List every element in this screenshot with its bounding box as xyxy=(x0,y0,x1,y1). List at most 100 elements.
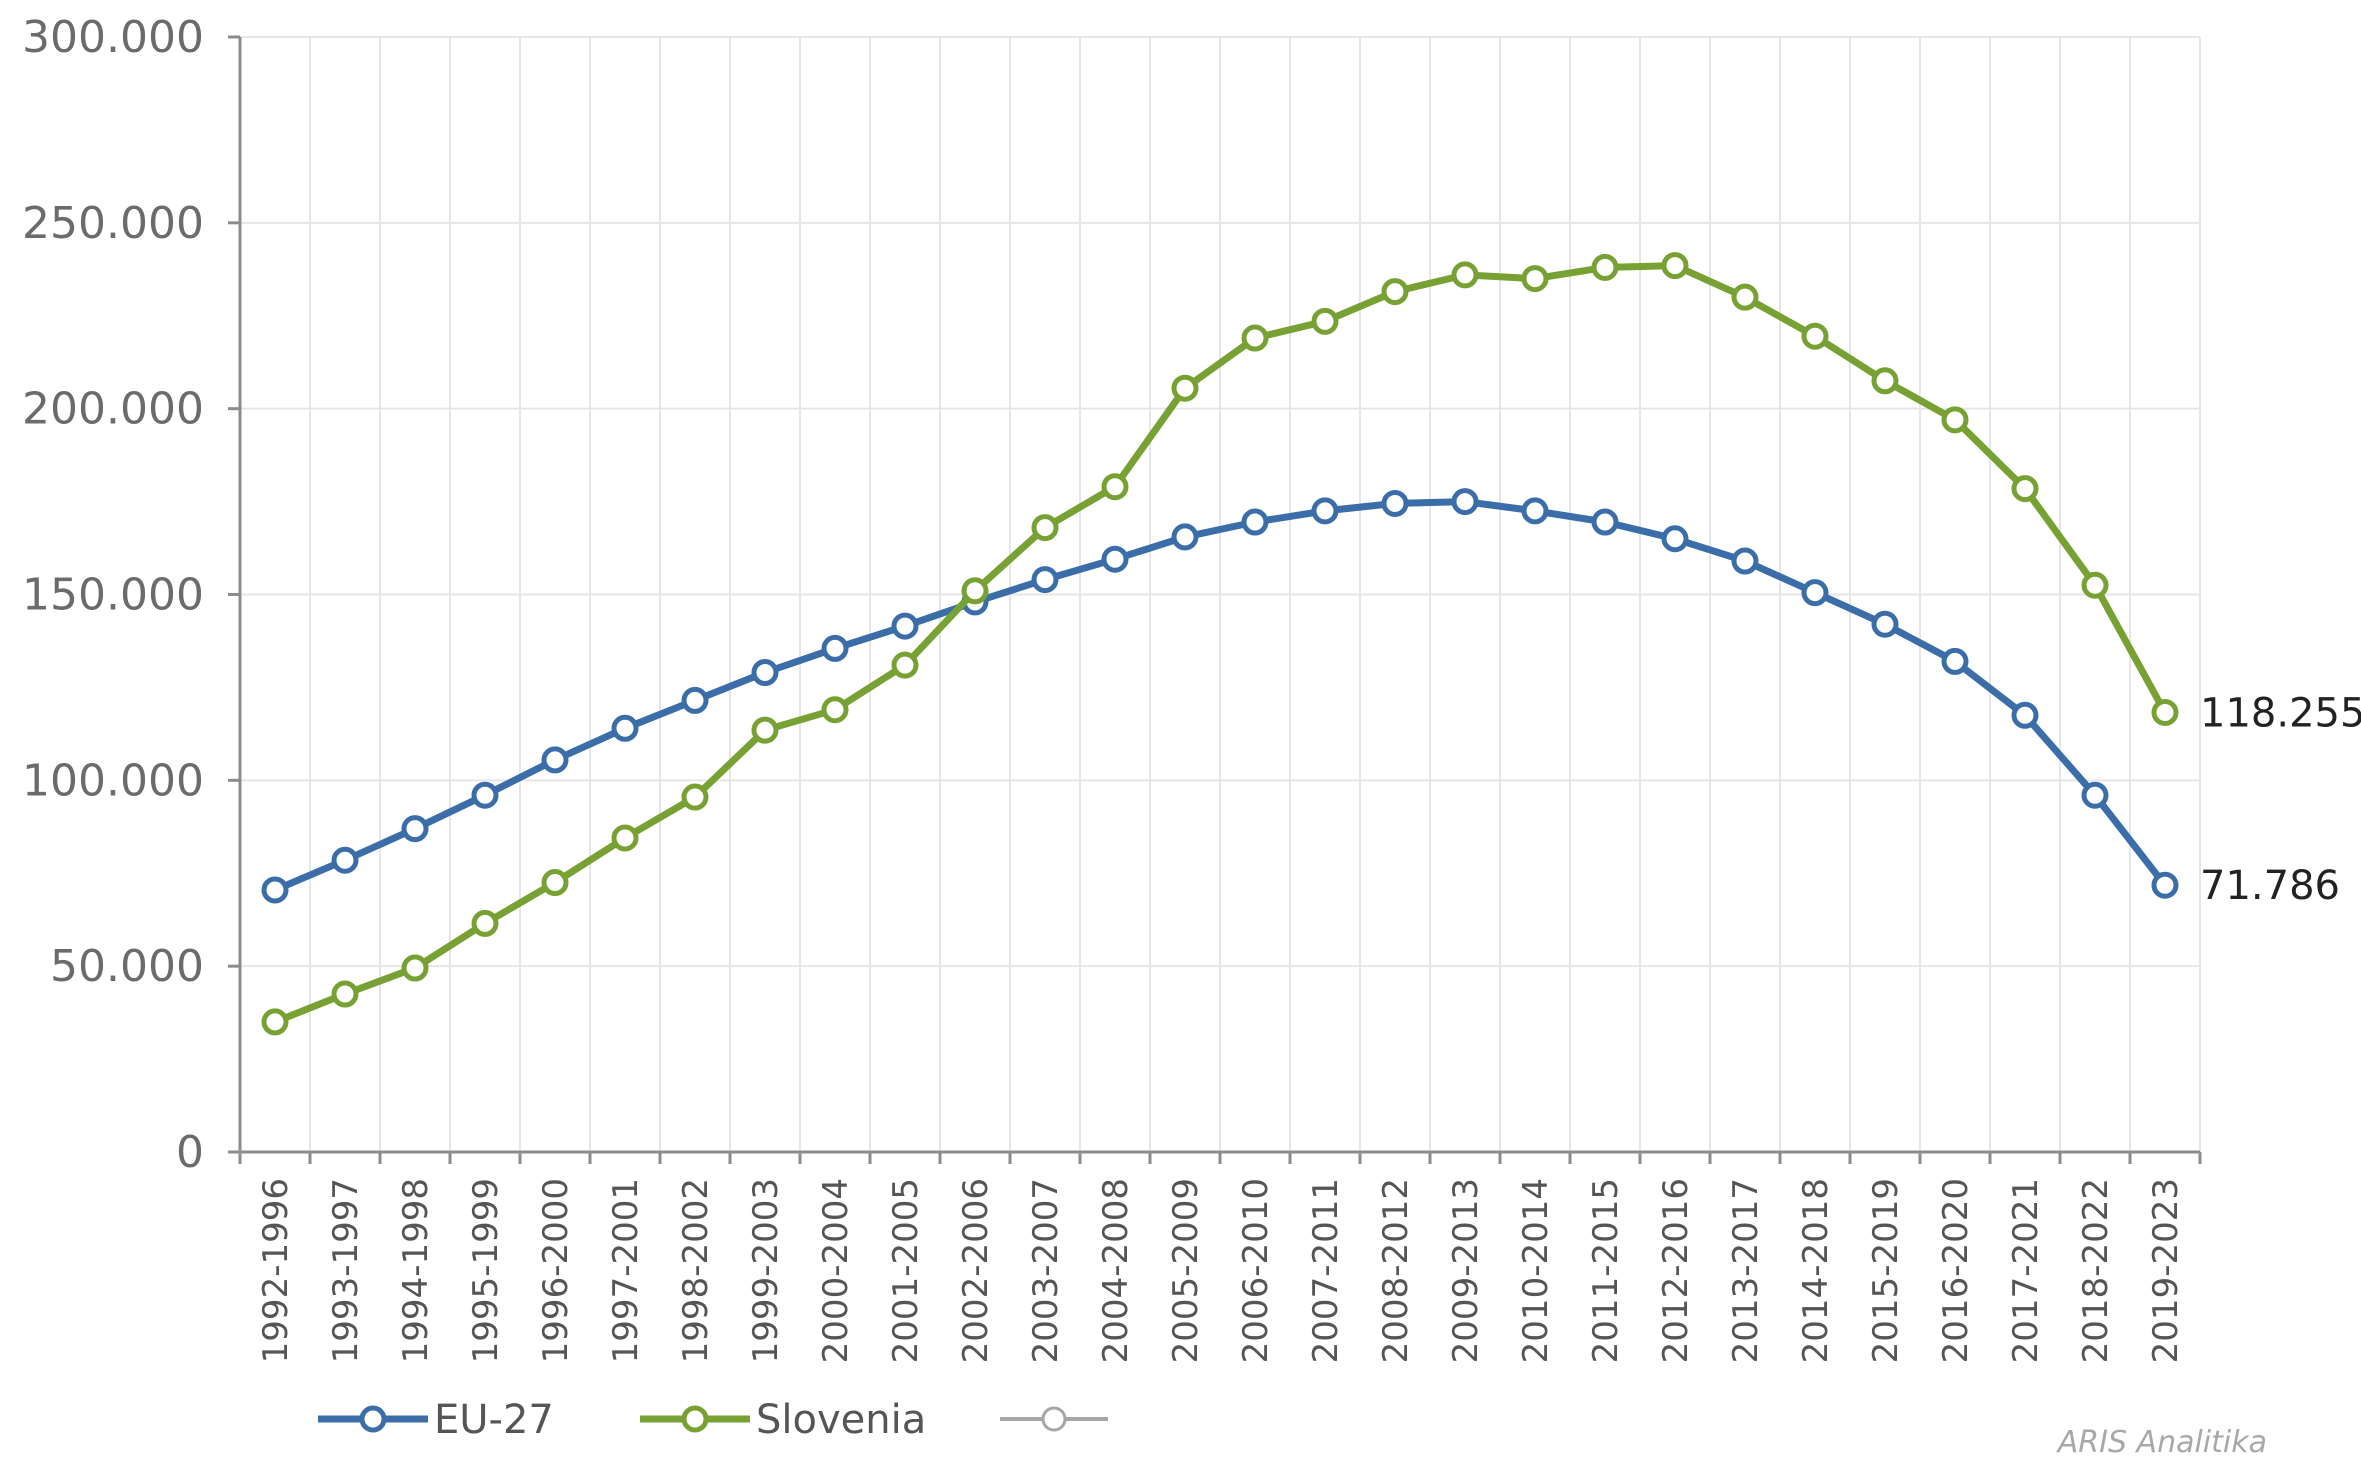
series-line-eu-27 xyxy=(271,498,2169,894)
x-tick-label: 1999-2003 xyxy=(746,1178,786,1363)
y-tick-label: 300.000 xyxy=(22,12,204,63)
data-point xyxy=(2151,698,2179,726)
data-point xyxy=(1871,367,1899,395)
x-tick-label: 2003-2007 xyxy=(1026,1178,1066,1363)
data-point xyxy=(751,659,779,687)
data-point xyxy=(2011,475,2039,503)
data-point xyxy=(1521,497,1549,525)
data-point xyxy=(1661,252,1689,280)
data-point xyxy=(891,612,919,640)
legend-label: Slovenia xyxy=(756,1397,926,1443)
x-tick-label: 1996-2000 xyxy=(536,1178,576,1363)
data-point xyxy=(1941,647,1969,675)
data-point xyxy=(821,696,849,724)
x-tick-label: 1998-2002 xyxy=(676,1178,716,1363)
data-point xyxy=(1451,488,1479,516)
data-point xyxy=(1241,508,1269,536)
data-point xyxy=(1731,283,1759,311)
end-value-label: 118.255 xyxy=(2200,690,2361,736)
data-point xyxy=(1171,523,1199,551)
watermark: ARIS Analitika xyxy=(2057,1425,2267,1460)
y-tick-label: 50.000 xyxy=(50,941,204,992)
data-point xyxy=(681,783,709,811)
series-line-slovenia xyxy=(271,262,2169,1026)
data-point xyxy=(681,686,709,714)
data-point xyxy=(1731,547,1759,575)
data-point xyxy=(1031,514,1059,542)
y-tick-label: 100.000 xyxy=(22,755,204,806)
legend-label: EU-27 xyxy=(434,1397,554,1443)
x-tick-label: 1993-1997 xyxy=(326,1178,366,1363)
x-tick-label: 1994-1998 xyxy=(396,1178,436,1363)
x-tick-label: 2010-2014 xyxy=(1516,1178,1556,1363)
x-tick-label: 2005-2009 xyxy=(1166,1178,1206,1363)
x-tick-label: 2009-2013 xyxy=(1446,1178,1486,1363)
x-tick-label: 2004-2008 xyxy=(1096,1178,1136,1363)
x-tick-label: 1995-1999 xyxy=(466,1178,506,1363)
data-point xyxy=(2151,871,2179,899)
data-point xyxy=(541,746,569,774)
x-tick-label: 1992-1996 xyxy=(256,1178,296,1363)
data-point xyxy=(261,1008,289,1036)
data-point xyxy=(611,824,639,852)
x-tick-label: 2000-2004 xyxy=(816,1178,856,1363)
x-tick-label: 2018-2022 xyxy=(2076,1178,2116,1363)
y-axis-ticks: 0 50.000 100.000 150.000 200.000 250.000 300.0… xyxy=(22,12,240,1178)
legend-marker xyxy=(359,1405,387,1433)
series-layer xyxy=(261,252,2179,1036)
x-tick-label: 2001-2005 xyxy=(886,1178,926,1363)
data-point xyxy=(1101,473,1129,501)
data-point xyxy=(2081,571,2109,599)
data-point xyxy=(1801,579,1829,607)
x-tick-label: 2006-2010 xyxy=(1236,1178,1276,1363)
x-tick-label: 2016-2020 xyxy=(1936,1178,1976,1363)
data-point xyxy=(1521,265,1549,293)
x-tick-label: 1997-2001 xyxy=(606,1178,646,1363)
data-point xyxy=(1801,322,1829,350)
end-value-label: 71.786 xyxy=(2200,863,2340,909)
data-point xyxy=(1101,545,1129,573)
y-tick-label: 150.000 xyxy=(22,570,204,621)
data-point xyxy=(401,954,429,982)
axes xyxy=(228,37,2200,1164)
x-tick-label: 2013-2017 xyxy=(1726,1178,1766,1363)
data-point xyxy=(471,909,499,937)
data-point xyxy=(261,876,289,904)
data-point xyxy=(2011,701,2039,729)
y-tick-label: 200.000 xyxy=(22,384,204,435)
data-point xyxy=(1451,261,1479,289)
data-point xyxy=(1871,610,1899,638)
data-point xyxy=(1591,253,1619,281)
x-tick-label: 2017-2021 xyxy=(2006,1178,2046,1363)
data-point xyxy=(821,634,849,662)
x-tick-label: 2011-2015 xyxy=(1586,1178,1626,1363)
grid-lines xyxy=(240,36,2201,1152)
x-tick-label: 2015-2019 xyxy=(1866,1178,1906,1363)
data-point xyxy=(1241,324,1269,352)
data-point xyxy=(1311,497,1339,525)
data-point xyxy=(471,781,499,809)
data-point xyxy=(751,716,779,744)
data-point xyxy=(1941,406,1969,434)
data-point xyxy=(2081,781,2109,809)
data-point xyxy=(1171,374,1199,402)
y-tick-label: 0 xyxy=(176,1127,204,1178)
x-axis-ticks: 1992-1996 1993-1997 1994-1998 1995-1999 1996… xyxy=(238,1152,2202,1363)
data-point xyxy=(961,577,989,605)
data-point xyxy=(1031,566,1059,594)
data-point xyxy=(611,714,639,742)
data-point xyxy=(1311,307,1339,335)
legend-marker xyxy=(1041,1406,1067,1432)
legend: EU-27 Slovenia xyxy=(318,1397,1108,1443)
x-tick-label: 2019-2023 xyxy=(2146,1178,2186,1363)
data-point xyxy=(331,846,359,874)
data-point xyxy=(1381,489,1409,517)
data-point xyxy=(891,651,919,679)
x-tick-label: 2002-2006 xyxy=(956,1178,996,1363)
x-tick-label: 2008-2012 xyxy=(1376,1178,1416,1363)
x-tick-label: 2007-2011 xyxy=(1306,1178,1346,1363)
data-point xyxy=(401,815,429,843)
end-labels: 71.786 118.255 xyxy=(2200,690,2361,909)
data-point xyxy=(1661,525,1689,553)
